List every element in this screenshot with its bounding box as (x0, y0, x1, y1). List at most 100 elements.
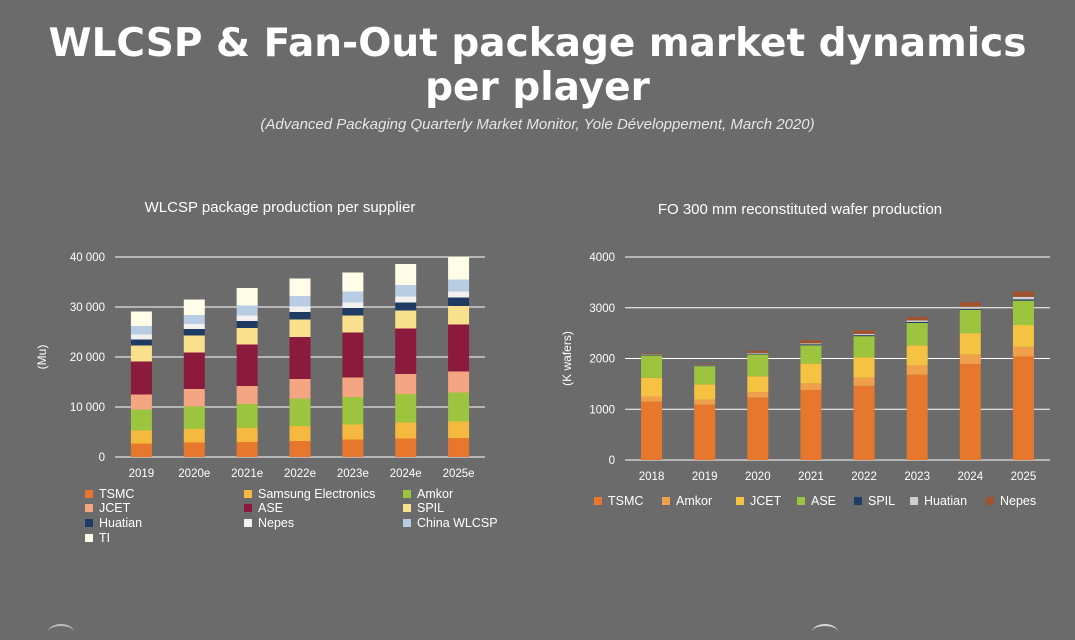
bar-segment-ase (959, 309, 981, 334)
bar-segment-jcet (641, 377, 663, 397)
legend-item-spil: SPIL (403, 501, 444, 515)
bar-segment-ase (1012, 300, 1034, 326)
bar-segment-nepes (395, 296, 417, 303)
bar-segment-jcet (800, 363, 822, 384)
bar-segment-china-wlcsp (448, 279, 470, 292)
bar-segment-ase (183, 352, 205, 389)
bar-segment-huatian (853, 333, 875, 336)
legend-label: China WLCSP (417, 516, 498, 530)
legend-label: Nepes (1000, 494, 1037, 508)
y-tick-label: 3000 (589, 303, 615, 315)
bar-segment-ti (342, 272, 364, 292)
bar-segment-ase (906, 322, 928, 346)
bar-segment-spil (906, 321, 928, 323)
x-tick-label: 2022 (851, 471, 877, 483)
legend-label: Amkor (417, 487, 454, 501)
bar-segment-huatian (747, 352, 769, 354)
bar-segment-spil (395, 310, 417, 329)
bar-segment-tsmc (641, 401, 663, 460)
legend-item-tsmc: TSMC (594, 494, 643, 508)
bar-segment-nepes (236, 315, 258, 321)
bar-segment-tsmc (342, 439, 364, 457)
bar-segment-huatian (800, 343, 822, 345)
bar-segment-jcet (1012, 325, 1034, 347)
x-tick-label: 2023 (904, 471, 930, 483)
bar-segment-amkor (641, 396, 663, 402)
bar-segment-jcet (130, 394, 152, 410)
legend-swatch (403, 504, 411, 512)
page-title: WLCSP & Fan-Out package market dynamics … (0, 22, 1075, 110)
y-axis-label: (K wafers) (560, 331, 574, 386)
bar-segment-jcet (694, 384, 716, 400)
legend-swatch (797, 497, 805, 505)
legend-label: Samsung Electronics (258, 487, 376, 501)
fo-chart-title: FO 300 mm reconstituted wafer production (657, 201, 943, 218)
bar-segment-tsmc (183, 442, 205, 457)
bar-segment-ti (130, 311, 152, 326)
legend-swatch (85, 504, 93, 512)
bar-segment-tsmc (853, 385, 875, 460)
bar-segment-huatian (906, 320, 928, 322)
legend-item-nepes: Nepes (244, 516, 294, 530)
bar-segment-spil (342, 315, 364, 333)
bar-segment-huatian (130, 339, 152, 346)
legend-swatch (85, 490, 93, 498)
bar-segment-huatian (641, 354, 663, 355)
legend-item-ti: TI (85, 531, 110, 545)
legend-item-samsung-electronics: Samsung Electronics (244, 487, 375, 501)
legend-label: SPIL (417, 501, 445, 515)
bar-segment-tsmc (395, 438, 417, 457)
bar-segment-tsmc (130, 443, 152, 457)
bar-segment-spil (959, 308, 981, 310)
bar-segment-spil (853, 335, 875, 337)
bar-segment-nepes (183, 324, 205, 329)
y-tick-label: 0 (99, 452, 105, 464)
bar-segment-tsmc (448, 438, 470, 457)
bar-segment-jcet (906, 345, 928, 366)
bar-segment-ase (342, 332, 364, 378)
bar-segment-ti (448, 256, 470, 280)
bar-segment-huatian (395, 302, 417, 311)
bar-segment-amkor (853, 377, 875, 386)
y-tick-label: 40 000 (70, 252, 105, 264)
bar-segment-ti (183, 299, 205, 315)
y-tick-label: 0 (609, 455, 615, 467)
bar-segment-china-wlcsp (236, 305, 258, 316)
bar-segment-nepes (130, 334, 152, 340)
legend-item-huatian: Huatian (910, 494, 967, 508)
bar-segment-china-wlcsp (183, 315, 205, 324)
bar-segment-nepes (906, 316, 928, 321)
legend-swatch (244, 504, 252, 512)
page-subtitle: (Advanced Packaging Quarterly Market Mon… (260, 116, 815, 133)
y-tick-label: 2000 (589, 354, 615, 366)
x-tick-label: 2019 (692, 471, 718, 483)
legend-item-huatian: Huatian (85, 516, 142, 530)
legend-label: Huatian (924, 494, 968, 508)
bar-segment-china-wlcsp (342, 291, 364, 303)
bar-segment-spil (130, 345, 152, 362)
bar-segment-amkor (800, 383, 822, 390)
page-title-line1: WLCSP & Fan-Out package market dynamics (48, 21, 1027, 66)
legend-label: Amkor (676, 494, 713, 508)
bar-segment-ase (289, 337, 311, 379)
bar-segment-nepes (694, 364, 716, 365)
decorative-arc (48, 624, 74, 640)
bar-segment-huatian (959, 306, 981, 309)
bar-segment-jcet (747, 376, 769, 392)
y-tick-label: 1000 (589, 404, 615, 416)
x-tick-label: 2024e (390, 468, 422, 480)
decorative-arc (812, 624, 838, 640)
bar-segment-ase (395, 328, 417, 374)
y-tick-label: 20 000 (70, 352, 105, 364)
bar-segment-ase (448, 324, 470, 372)
bar-segment-amkor (130, 409, 152, 431)
bar-segment-jcet (236, 386, 258, 404)
legend-item-jcet: JCET (736, 494, 781, 508)
bar-segment-ase (800, 345, 822, 364)
legend-label: ASE (811, 494, 837, 508)
bar-segment-amkor (747, 391, 769, 398)
legend-item-amkor: Amkor (662, 494, 712, 508)
legend-label: SPIL (868, 494, 896, 508)
bar-segment-huatian (694, 364, 716, 366)
y-tick-label: 30 000 (70, 302, 105, 314)
